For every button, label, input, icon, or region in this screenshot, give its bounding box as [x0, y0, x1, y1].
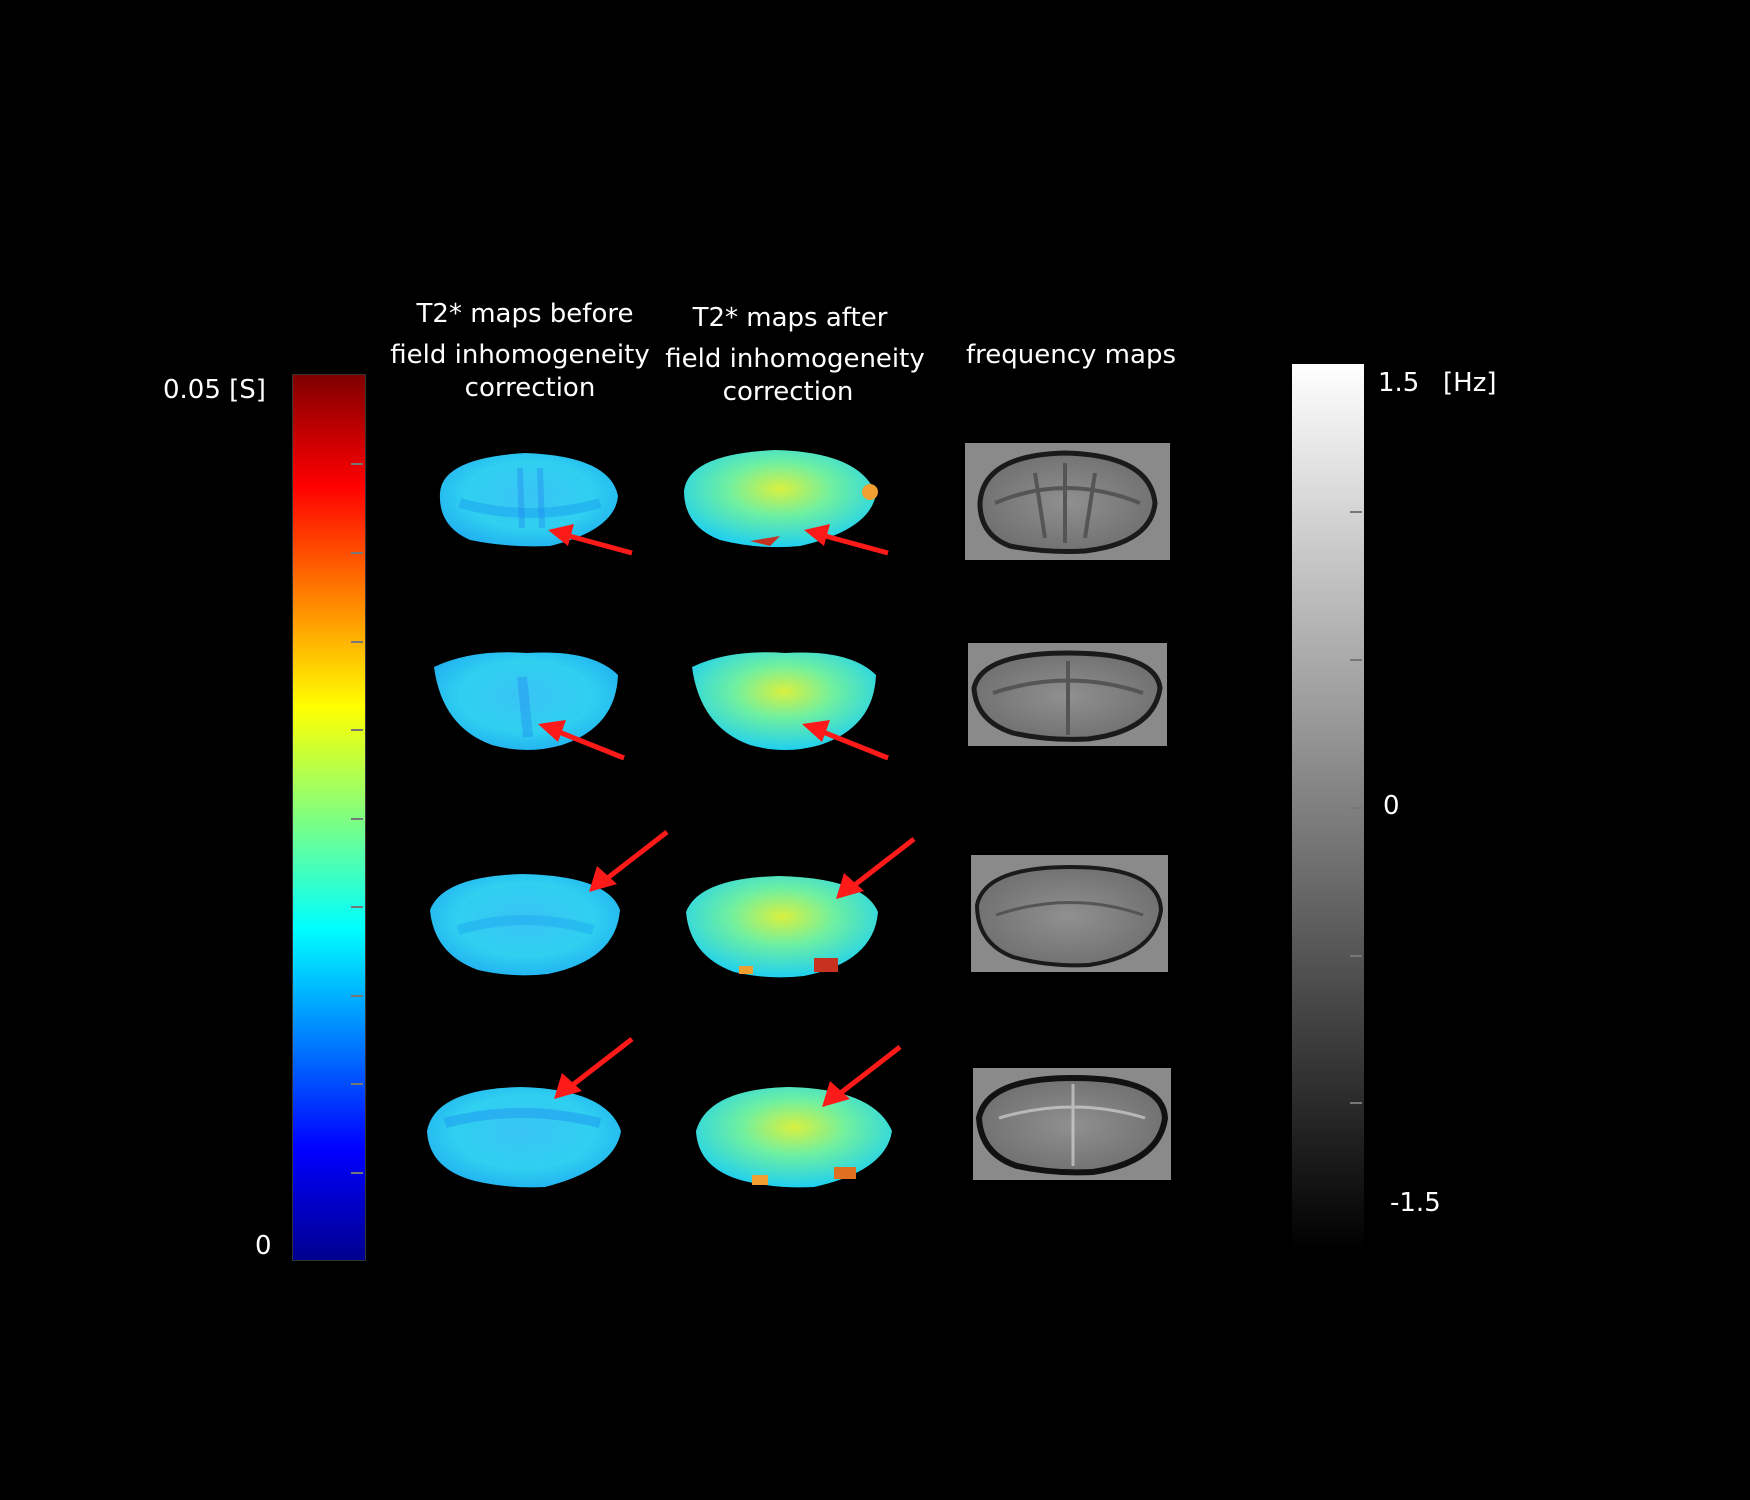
arrow-row1-col2	[804, 524, 889, 556]
t2-before-row3	[428, 870, 623, 980]
jet-colorbar	[292, 374, 366, 1261]
right-colorbar-min-label: -1.5	[1390, 1188, 1441, 1218]
frequency-map-row1	[965, 443, 1170, 560]
col1-header-line3: correction	[464, 373, 596, 403]
t2-before-row2	[432, 647, 622, 757]
frequency-map-row4	[973, 1068, 1171, 1180]
col2-header-line1: T2* maps after	[692, 303, 888, 333]
t2-before-row4	[425, 1083, 623, 1191]
col2-header-line3: correction	[722, 377, 854, 407]
arrow-row4-col1	[554, 1037, 634, 1099]
arrow-row2-col1	[538, 720, 625, 761]
t2-before-row1	[430, 448, 640, 558]
left-colorbar-min-label: 0	[255, 1231, 272, 1261]
gray-colorbar	[1292, 364, 1364, 1251]
frequency-map-row3	[971, 855, 1168, 972]
arrow-row3-col2	[836, 837, 916, 899]
left-colorbar-max-label: 0.05 [S]	[163, 375, 266, 405]
t2-after-row4	[694, 1083, 894, 1191]
t2-after-row1	[680, 446, 890, 556]
right-colorbar-unit-label: [Hz]	[1443, 368, 1497, 398]
t2-after-row2	[690, 647, 880, 757]
col3-header: frequency maps	[966, 340, 1176, 370]
arrow-row2-col2	[802, 720, 889, 761]
frequency-map-row2	[968, 643, 1167, 746]
right-colorbar-mid-label: 0	[1383, 791, 1400, 821]
arrow-row3-col1	[589, 830, 669, 892]
arrow-row4-col2	[822, 1045, 902, 1107]
col2-header-line2: field inhomogeneity	[665, 344, 925, 374]
t2-after-row3	[684, 872, 882, 982]
right-colorbar-max-label: 1.5	[1378, 368, 1420, 398]
arrow-row1-col1	[548, 524, 633, 556]
col1-header-line2: field inhomogeneity	[390, 340, 650, 370]
col1-header-line1: T2* maps before	[416, 299, 634, 329]
